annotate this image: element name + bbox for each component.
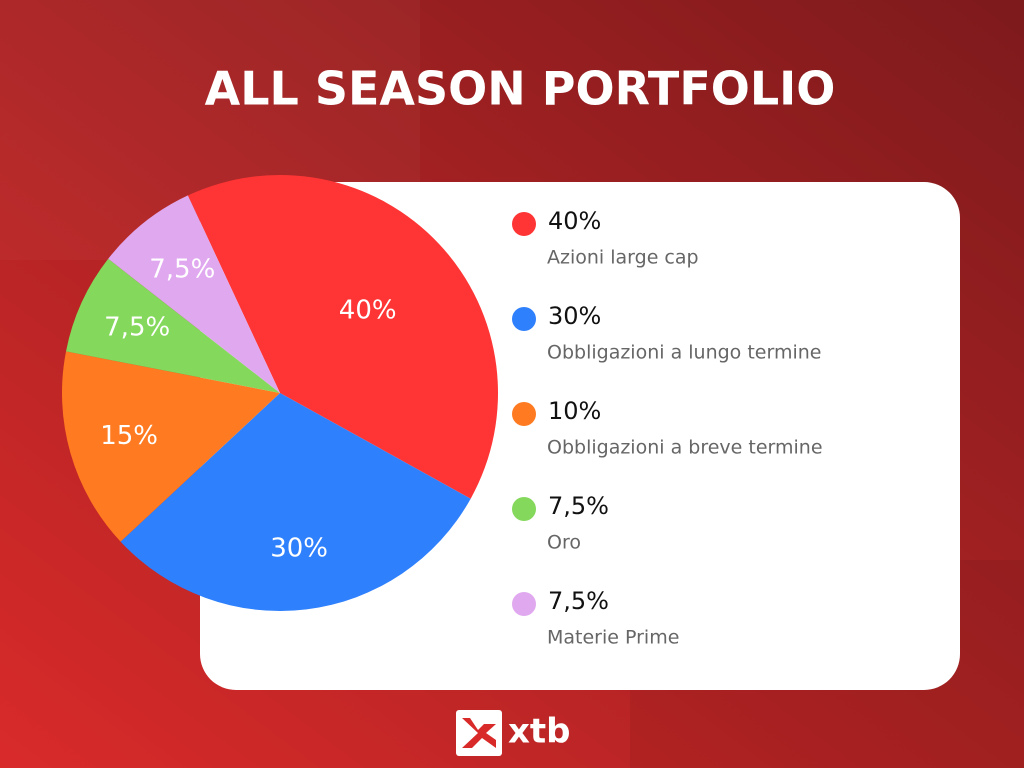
legend: 40% Azioni large cap 30% Obbligazioni a lun…: [512, 207, 823, 649]
legend-marker: [512, 307, 536, 331]
legend-value: 7,5%: [548, 587, 609, 615]
legend-label: Obbligazioni a breve termine: [547, 437, 823, 459]
pie: 40% 30% 15% 7,5% 7,5%: [61, 174, 499, 611]
slice-label: 15%: [100, 421, 158, 451]
logo: xtb: [456, 710, 571, 756]
legend-value: 7,5%: [548, 492, 609, 520]
legend-label: Azioni large cap: [547, 247, 699, 269]
logo-mark: [462, 718, 496, 748]
pie-slice: [120, 393, 471, 611]
legend-marker: [512, 402, 536, 426]
slice-label: 7,5%: [104, 312, 170, 342]
legend-marker: [512, 497, 536, 521]
pie-slice: [108, 195, 280, 393]
legend-value: 40%: [548, 207, 601, 235]
legend-value: 10%: [548, 397, 601, 425]
slice-label: 30%: [270, 533, 328, 563]
legend-label: Obbligazioni a lungo termine: [547, 342, 821, 364]
legend-label: Materie Prime: [547, 627, 679, 649]
pie-slice: [66, 258, 280, 393]
pie-slice: [61, 351, 280, 542]
legend-value: 30%: [548, 302, 601, 330]
legend-label: Oro: [547, 532, 581, 554]
legend-marker: [512, 212, 536, 236]
pie-slice: [187, 174, 499, 499]
slice-label: 7,5%: [149, 255, 215, 285]
chart-title: ALL SEASON PORTFOLIO: [205, 62, 836, 116]
logo-text: xtb: [508, 712, 571, 752]
slice-label: 40%: [339, 296, 397, 326]
legend-marker: [512, 592, 536, 616]
